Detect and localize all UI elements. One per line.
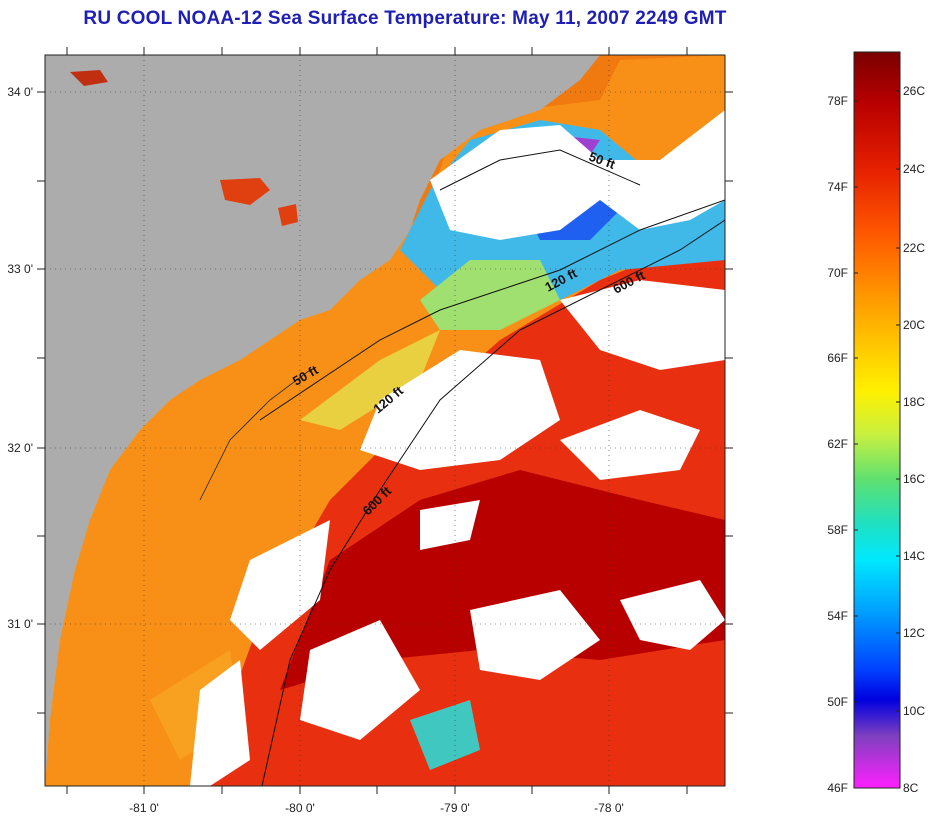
mid-shelf-patch bbox=[300, 330, 440, 430]
cb-c-22: 22C bbox=[903, 241, 925, 255]
cb-c-14: 14C bbox=[903, 549, 925, 563]
tick-marks bbox=[37, 47, 733, 794]
lat-label-34: 34 0' bbox=[7, 85, 33, 99]
cb-f-70: 70F bbox=[827, 266, 848, 280]
cool-patch-south bbox=[410, 700, 480, 770]
coast-detail-line bbox=[199, 369, 311, 501]
cb-f-58: 58F bbox=[827, 523, 848, 537]
lon-label-81: -81 0' bbox=[129, 801, 159, 815]
cloud-east bbox=[560, 410, 700, 480]
cloud-south bbox=[300, 620, 420, 740]
cloud-small-1 bbox=[420, 500, 480, 550]
lon-label-79: -79 0' bbox=[440, 801, 470, 815]
gulf-stream-core bbox=[280, 470, 725, 690]
cb-f-66: 66F bbox=[827, 351, 848, 365]
lon-label-78: -78 0' bbox=[594, 801, 624, 815]
lat-label-31: 31 0' bbox=[7, 617, 33, 631]
cloud-southwest bbox=[230, 520, 330, 650]
map-title: RU COOL NOAA-12 Sea Surface Temperature:… bbox=[83, 8, 727, 29]
cb-c-16: 16C bbox=[903, 472, 925, 486]
cb-f-78: 78F bbox=[827, 94, 848, 108]
cb-c-24: 24C bbox=[903, 162, 925, 176]
cb-c-12: 12C bbox=[903, 626, 925, 640]
lat-label-33: 33 0' bbox=[7, 262, 33, 276]
cloud-center bbox=[360, 350, 560, 470]
cb-c-18: 18C bbox=[903, 395, 925, 409]
cloud-southeast bbox=[470, 590, 600, 680]
isobath-line-2 bbox=[259, 199, 725, 421]
cb-c-8: 8C bbox=[903, 781, 919, 795]
cb-c-26: 26C bbox=[903, 84, 925, 98]
sst-field bbox=[45, 55, 725, 786]
lat-label-32: 32 0' bbox=[7, 441, 33, 455]
cloud-far-east bbox=[620, 580, 725, 650]
land-mass bbox=[45, 55, 600, 786]
inland-lake-1 bbox=[220, 178, 270, 205]
colorbar-ticks bbox=[854, 90, 900, 712]
cb-f-74: 74F bbox=[827, 180, 848, 194]
cloud-northeast bbox=[560, 280, 725, 370]
cloud-north bbox=[430, 110, 725, 240]
isobath-line-1 bbox=[439, 149, 641, 191]
cb-f-46: 46F bbox=[827, 781, 848, 795]
cb-f-62: 62F bbox=[827, 437, 848, 451]
cb-f-54: 54F bbox=[827, 609, 848, 623]
cool-water-green bbox=[420, 260, 560, 330]
cb-c-10: 10C bbox=[903, 704, 925, 718]
lon-label-80: -80 0' bbox=[285, 801, 315, 815]
map-frame bbox=[44, 54, 726, 787]
cloud-coast bbox=[190, 660, 250, 786]
isobath-line-3 bbox=[261, 219, 725, 786]
graticule bbox=[45, 55, 725, 786]
cb-f-50: 50F bbox=[827, 695, 848, 709]
inland-lake-2 bbox=[278, 204, 298, 226]
colorbar bbox=[853, 51, 901, 789]
inland-lake-3 bbox=[70, 70, 108, 86]
cb-c-20: 20C bbox=[903, 318, 925, 332]
